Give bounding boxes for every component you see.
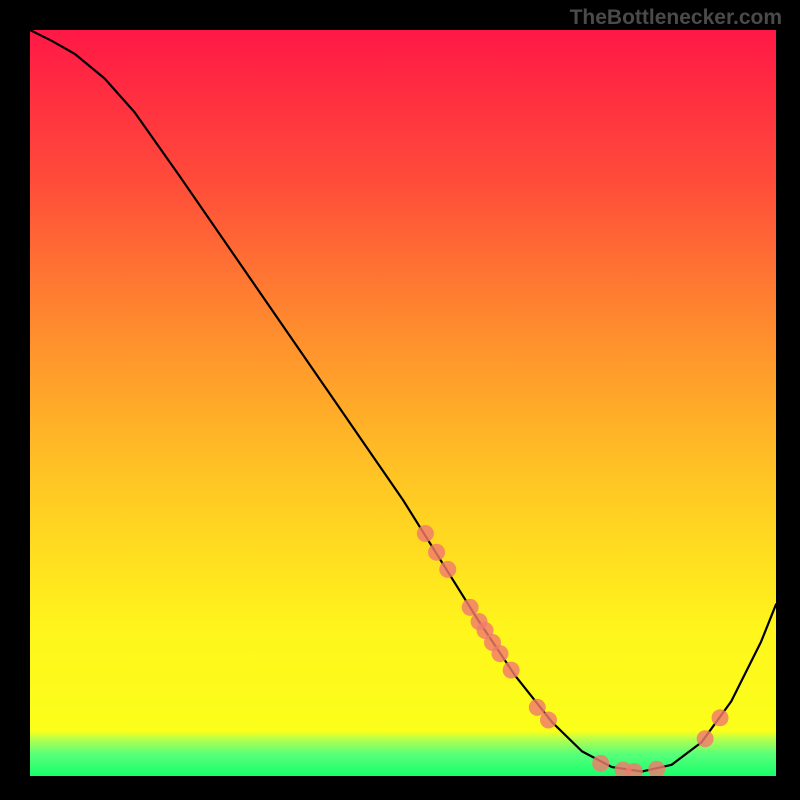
data-marker xyxy=(648,761,665,776)
watermark-text: TheBottlenecker.com xyxy=(570,6,782,30)
curve-svg xyxy=(30,30,776,776)
bottleneck-curve xyxy=(30,30,776,772)
data-marker xyxy=(417,525,434,542)
data-marker xyxy=(484,634,501,651)
chart-container: TheBottlenecker.com xyxy=(0,0,800,800)
data-marker xyxy=(592,755,609,772)
data-marker xyxy=(529,699,546,716)
data-marker xyxy=(428,544,445,561)
data-marker xyxy=(477,622,494,639)
data-marker xyxy=(626,763,643,776)
data-marker xyxy=(462,599,479,616)
data-marker xyxy=(712,709,729,726)
data-marker xyxy=(471,613,488,630)
data-marker xyxy=(540,712,557,729)
plot-area xyxy=(30,30,776,776)
data-marker xyxy=(697,730,714,747)
data-marker xyxy=(439,561,456,578)
data-marker xyxy=(615,762,632,776)
data-marker xyxy=(503,662,520,679)
marker-group xyxy=(417,525,729,776)
data-marker xyxy=(491,645,508,662)
